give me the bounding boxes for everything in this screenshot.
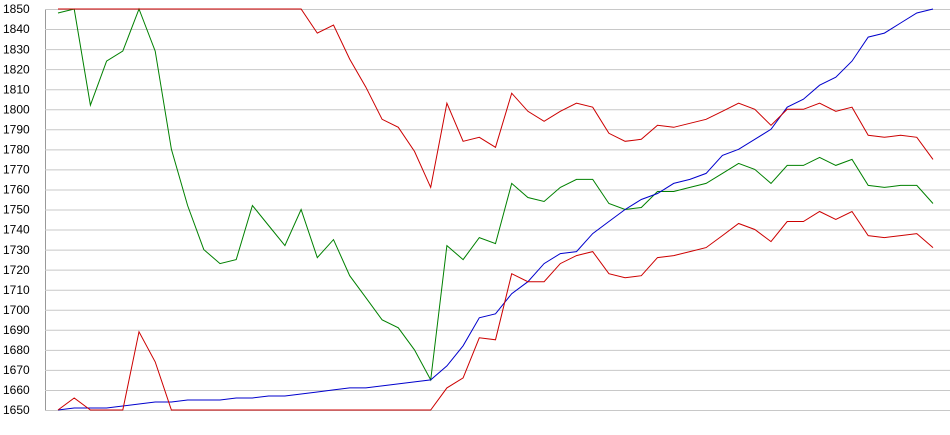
line-series <box>57 7 934 382</box>
y-tick-label: 1810 <box>3 82 30 96</box>
y-tick-label: 1650 <box>3 403 30 417</box>
y-tick-label: 1720 <box>3 263 30 277</box>
line-series <box>57 210 934 411</box>
y-tick-label: 1690 <box>3 323 30 337</box>
y-tick-label: 1670 <box>3 363 30 377</box>
y-tick-label: 1660 <box>3 383 30 397</box>
y-tick-label: 1830 <box>3 42 30 56</box>
line-series <box>57 8 934 411</box>
y-tick-label: 1840 <box>3 22 30 36</box>
y-tick-label: 1680 <box>3 343 30 357</box>
y-tick-label: 1850 <box>3 2 30 16</box>
y-tick-label: 1750 <box>3 203 30 217</box>
y-tick-label: 1740 <box>3 223 30 237</box>
y-tick-label: 1710 <box>3 283 30 297</box>
y-tick-label: 1730 <box>3 243 30 257</box>
y-tick-label: 1790 <box>3 122 30 136</box>
y-tick-label: 1820 <box>3 62 30 76</box>
y-tick-label: 1700 <box>3 303 30 317</box>
y-tick-label: 1800 <box>3 102 30 116</box>
y-tick-label: 1780 <box>3 143 30 157</box>
y-tick-label: 1760 <box>3 183 30 197</box>
line-series <box>58 8 934 190</box>
y-tick-label: 1770 <box>3 163 30 177</box>
